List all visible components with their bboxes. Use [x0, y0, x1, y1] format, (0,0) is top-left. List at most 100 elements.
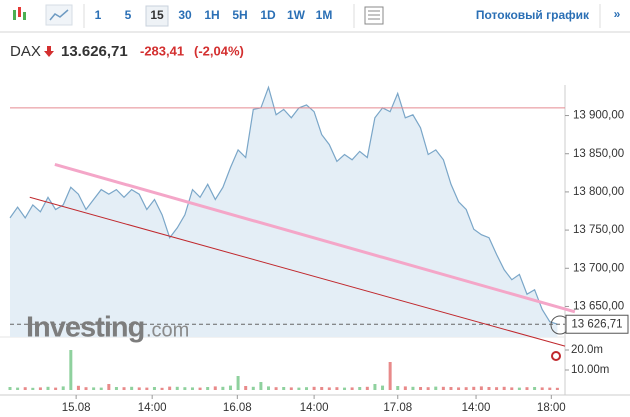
last-price-label: 13 626,71: [571, 318, 622, 330]
volume-bar: [472, 386, 476, 390]
volume-tick-label: 20.0m: [571, 344, 603, 356]
candles-icon[interactable]: [13, 7, 26, 20]
volume-bar: [274, 387, 278, 390]
x-tick-label: 15.08: [62, 402, 91, 414]
volume-bar: [54, 387, 58, 390]
volume-bar: [396, 386, 400, 390]
volume-bar: [198, 387, 202, 390]
x-tick-label: 14:00: [462, 402, 491, 414]
change-pct: (-2,04%): [194, 43, 244, 58]
volume-bar: [213, 386, 217, 390]
price-area: [10, 87, 558, 337]
volume-bar: [487, 387, 491, 390]
trend-line: [54, 162, 576, 314]
volume-bar: [510, 387, 514, 390]
volume-bar: [61, 386, 65, 390]
volume-bar: [152, 387, 156, 390]
volume-bar: [76, 385, 80, 390]
toolbar: Потоковый график »: [0, 0, 630, 33]
volume-bar: [388, 362, 392, 390]
x-tick-label: 14:00: [138, 402, 167, 414]
streaming-link[interactable]: Потоковый график: [476, 8, 590, 22]
volume-bar: [8, 387, 12, 390]
volume-bar: [479, 386, 483, 390]
volume-bar: [312, 386, 316, 390]
plot: [9, 85, 565, 337]
x-tick-label: 16.08: [223, 402, 252, 414]
area-icon[interactable]: [45, 4, 73, 26]
volume-bar: [130, 386, 134, 390]
volume-bar: [555, 387, 559, 390]
volume-bar: [107, 384, 111, 390]
volume-tick-label: 10.00m: [571, 364, 609, 376]
volume-bar: [282, 387, 286, 390]
volume-bar: [381, 385, 385, 390]
volume-bar: [183, 387, 187, 390]
interval-button[interactable]: 1M: [316, 8, 333, 22]
volume-bar: [228, 385, 232, 390]
volume-bar: [540, 387, 544, 390]
volume-bar: [114, 387, 118, 390]
y-tick-label: 13 900,00: [573, 110, 624, 122]
y-tick-label: 13 700,00: [573, 262, 624, 274]
volume-bar: [38, 387, 42, 390]
volume-bar: [236, 376, 240, 390]
interval-button[interactable]: 1H: [204, 8, 219, 22]
volume-bar: [434, 386, 438, 390]
volume-bar: [137, 387, 141, 390]
symbol: DAX: [10, 43, 41, 60]
volume-bar: [251, 386, 255, 390]
x-tick-label: 14:00: [300, 402, 329, 414]
selected-box: [145, 5, 169, 27]
trend-line: [29, 196, 566, 347]
watermark-main: Investing: [26, 312, 144, 344]
x-tick-label: 18:00: [537, 402, 566, 414]
interval-button[interactable]: 1D: [260, 8, 276, 22]
interval-button[interactable]: 15: [150, 8, 164, 22]
volume-bar: [99, 387, 103, 390]
volume-bar: [457, 387, 461, 390]
volume-bar: [320, 387, 324, 390]
volume-bar: [69, 350, 73, 390]
volume-bar: [206, 387, 210, 390]
watermark: Investing .com: [26, 312, 189, 344]
volume-bar: [419, 387, 423, 390]
volume-bar: [533, 387, 537, 390]
volume-bar: [160, 387, 164, 390]
interval-button[interactable]: 1W: [287, 8, 306, 22]
settings-icon[interactable]: [364, 6, 384, 25]
last-price-box: [565, 314, 629, 334]
interval-button[interactable]: 5H: [232, 8, 247, 22]
y-tick-label: 13 850,00: [573, 148, 624, 160]
interval-button[interactable]: 1: [95, 8, 102, 22]
volume-bar: [145, 387, 149, 390]
volume-bar: [84, 387, 88, 390]
volume-bar: [548, 387, 552, 390]
marker: [551, 351, 561, 361]
volume-bar: [335, 387, 339, 390]
volume-bar: [175, 386, 179, 390]
interval-button[interactable]: 30: [178, 8, 192, 22]
volume-bar: [190, 387, 194, 390]
volume-bar: [244, 386, 248, 390]
volume-bar: [426, 387, 430, 390]
volume-bar: [373, 384, 377, 390]
volume-bar: [525, 387, 529, 390]
volume-bar: [502, 386, 506, 390]
x-tick-label: 17.08: [383, 402, 412, 414]
volume-bar: [449, 387, 453, 390]
y-tick-label: 13 650,00: [573, 300, 624, 312]
more-button[interactable]: »: [614, 7, 621, 21]
volume-bar: [441, 386, 445, 390]
volume-bar: [259, 382, 263, 390]
volume-bar: [464, 387, 468, 390]
volume-bar: [517, 387, 521, 390]
volume-bar: [305, 387, 309, 390]
volume-bar: [221, 386, 225, 390]
down-arrow: [44, 46, 54, 57]
volume-bar: [92, 387, 96, 390]
volume-bar: [31, 387, 35, 390]
change: -283,41: [140, 43, 184, 58]
volume-bar: [16, 387, 20, 390]
interval-button[interactable]: 5: [125, 8, 132, 22]
